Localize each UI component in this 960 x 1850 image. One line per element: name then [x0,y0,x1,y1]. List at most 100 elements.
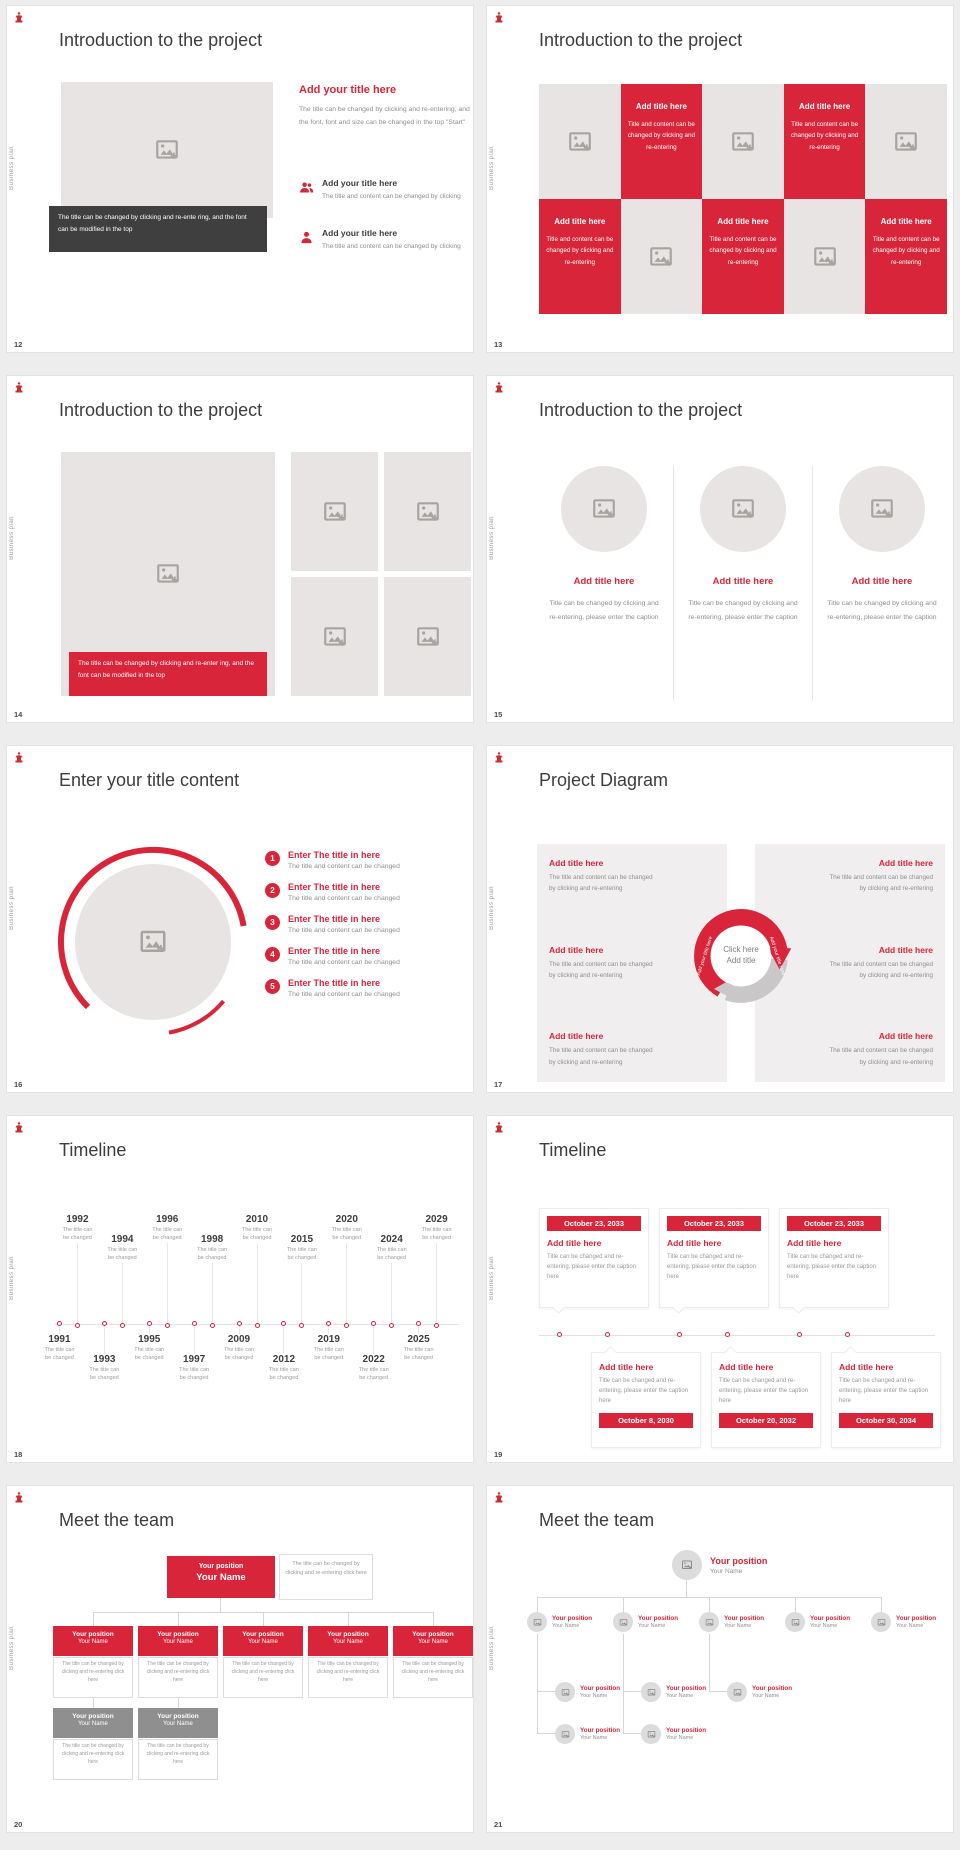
slide-13-thumbnail[interactable]: Business plan Introduction to the projec… [486,5,954,353]
timeline-bottom-row: 1991 The title can be changed 1993 The t… [37,1321,441,1442]
org-row: Your position Your Name Your position Yo… [527,1612,951,1632]
slide-18-thumbnail[interactable]: Business plan Timeline 1992 The title ca… [6,1115,474,1463]
side-vertical-label: Business plan [489,146,495,190]
timeline-node [797,1332,802,1337]
timeline-caption: The title can be changed [107,1247,138,1261]
position-label: Your position [580,1727,621,1734]
image-placeholder-icon [561,1730,570,1739]
slide-16-thumbnail[interactable]: Business plan Enter your title content 1… [6,745,474,1093]
image-placeholder-icon [619,1618,628,1627]
image-placeholder-icon [791,1618,800,1627]
avatar [527,1612,547,1632]
feature-text: Title can be changed by clicking and re-… [549,600,659,621]
org-root-caption: The title can be changed by clicking and… [279,1554,373,1600]
step-title: Enter The title in here [288,914,381,924]
step-text: The title and content can be changed [288,991,400,998]
block-title: Add title here [878,1031,933,1042]
image-placeholder-icon [591,496,617,522]
connector-line [391,1262,393,1323]
slide-15-thumbnail[interactable]: Business plan Introduction to the projec… [486,375,954,723]
tag-title: Add title here [547,1238,602,1248]
timeline-year: 1995 [138,1334,161,1345]
name-label: Your Name [580,1735,608,1741]
side-vertical-label: Business plan [9,1626,15,1670]
timeline-year: 2022 [362,1354,385,1365]
grid-cell: Business plan Timeline 1992 The title ca… [0,1110,480,1480]
timeline-node [299,1323,305,1328]
step-number-badge: 1 [265,851,280,866]
side-vertical-label: Business plan [489,1256,495,1300]
logo-icon [14,381,24,393]
image-placeholder-icon [561,1688,570,1697]
tag-text: Title can be changed and re-entering, pl… [839,1378,929,1405]
timeline-entry: 2010 The title can be changed [235,1214,280,1328]
tile-title: Add title here [635,102,687,111]
numbered-list-item: 4 Enter The title in here The title and … [265,946,473,966]
org-member-box: Your position Your Name [393,1626,473,1656]
org-member: Your position Your Name The title can be… [223,1626,303,1698]
tile-text: Title and content can be changed by clic… [790,121,859,151]
tile-text: Title and content can be changed by clic… [627,121,695,151]
timeline-entry: 2012 The title can be changed [261,1321,306,1442]
panel-block: Add title here The title and content can… [549,1031,715,1068]
org-member: Your position Your Name [613,1612,693,1632]
slide-title: Meet the team [59,1510,175,1530]
tile-title: Add title here [717,217,769,226]
logo-icon [14,1491,24,1503]
image-placeholder-icon [733,1688,742,1697]
center-line1: Click here [723,945,759,954]
name-label: Your Name [638,1623,666,1629]
text-tile: Add title here Title and content can be … [783,84,866,199]
org-member: Your position Your Name The title can be… [53,1708,133,1780]
slide-14-thumbnail[interactable]: Business plan Introduction to the projec… [6,375,474,723]
image-grid [291,452,471,696]
position-label: Your position [810,1615,851,1622]
image-placeholder-icon [681,1559,693,1571]
tile-text: Title and content can be changed by clic… [872,236,940,266]
avatar [641,1724,661,1744]
name-label: Your Name [810,1623,838,1629]
side-vertical-label: Business plan [489,1626,495,1670]
position-label: Your position [552,1615,593,1622]
org-row: Your position Your Name Your position Yo… [555,1682,813,1702]
tile-title: Add title here [880,217,932,226]
connector-line [178,1612,179,1626]
connector-line [537,1634,538,1734]
timeline-year: 1993 [93,1354,116,1365]
step-number-badge: 5 [265,979,280,994]
block-title: Add title here [878,944,933,955]
org-member: Your position Your Name [641,1724,727,1744]
slide-number: 12 [14,340,23,349]
slide-19-thumbnail[interactable]: Business plan Timeline October 23, 2033 … [486,1115,954,1463]
position-label: Your position [710,1555,768,1566]
side-vertical-label: Business plan [489,516,495,560]
org-row: Your position Your Name Your position Yo… [555,1724,727,1744]
slide-17-thumbnail[interactable]: Business plan Project Diagram Add title … [486,745,954,1093]
connector-line [93,1698,94,1708]
org-member: Your position Your Name The title can be… [393,1626,473,1698]
slide-20-thumbnail[interactable]: Business plan Meet the team Your positio… [6,1485,474,1833]
feature-text: Title can be changed by clicking and re-… [827,600,937,621]
org-member: Your position Your Name The title can be… [138,1626,218,1698]
timeline-entry: 2024 The title can be changed [369,1214,414,1328]
slide-title: Project Diagram [539,770,669,790]
timeline-top-tags: October 23, 2033 Add title here Title ca… [539,1208,889,1308]
image-placeholder-icon [154,137,180,163]
timeline-node [434,1323,440,1328]
position-label: Your position [580,1685,621,1692]
side-vertical-label: Business plan [9,886,15,930]
timeline-year: 1998 [200,1234,224,1245]
name-label: Your Name [580,1693,608,1699]
connector-line [346,1242,348,1323]
image-placeholder-icon [415,624,441,650]
step-title: Enter The title in here [288,850,381,860]
timeline-year: 1992 [66,1214,89,1225]
image-placeholder [702,84,784,199]
numbered-list-item: 2 Enter The title in here The title and … [265,882,473,902]
date-banner: October 8, 2030 [599,1412,693,1428]
org-member: Your position Your Name The title can be… [308,1626,388,1698]
slide-21-thumbnail[interactable]: Business plan Meet the team Your positio… [486,1485,954,1833]
avatar [641,1682,661,1702]
timeline-entry: 2025 The title can be changed [396,1321,441,1442]
slide-12-thumbnail[interactable]: Business plan Introduction to the projec… [6,5,474,353]
